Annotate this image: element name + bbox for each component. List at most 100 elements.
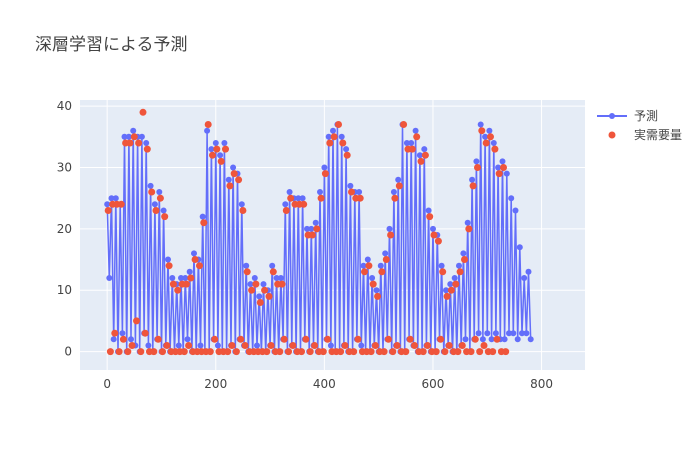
prediction-point [119,330,126,337]
actual-point [232,348,240,356]
actual-point [308,231,316,239]
actual-point [317,194,325,202]
prediction-point [464,219,471,226]
actual-point [104,207,112,214]
actual-point [163,342,171,349]
legend-item-prediction[interactable]: 予測 [597,109,658,123]
prediction-point [451,275,458,281]
prediction-point [286,189,293,195]
prediction-point [438,262,445,269]
prediction-point [147,182,154,189]
prediction-point [519,330,525,337]
actual-point [119,335,127,343]
prediction-point [390,189,397,195]
actual-point [235,176,243,184]
actual-point [343,151,351,159]
actual-point [180,348,188,356]
actual-point [330,133,338,141]
actual-point [156,194,164,202]
prediction-point [506,330,512,337]
y-tick-label: 0 [64,345,72,359]
actual-point [411,342,418,349]
actual-point [211,335,219,343]
prediction-point [403,140,410,146]
prediction-point [416,152,423,159]
actual-point [278,280,286,288]
y-tick-label: 20 [57,222,72,236]
actual-point [337,348,345,356]
legend[interactable]: 予測 実需要量 [597,109,682,142]
prediction-point [525,268,532,275]
prediction-point [382,250,389,257]
actual-point [384,335,392,343]
actual-point [228,342,236,349]
actual-point [117,200,125,208]
legend-label-actual: 実需要量 [634,127,682,142]
prediction-point [479,336,486,343]
actual-point [380,348,388,356]
actual-point [389,348,397,356]
prediction-line [106,123,532,353]
actual-point [365,262,373,270]
actual-point [326,139,334,147]
actual-point [406,335,414,343]
actual-point [289,342,297,349]
prediction-point [521,275,528,281]
prediction-point [130,127,137,134]
actual-point [169,280,177,288]
prediction-point [282,201,289,208]
actual-point [447,286,455,294]
actual-point [137,348,145,356]
actual-point [432,348,440,356]
actual-point [371,342,379,349]
y-tick-label: 40 [57,99,72,113]
prediction-point [110,336,117,343]
actual-point [261,286,269,294]
prediction-point [514,336,521,343]
actual-point [298,348,305,356]
actual-point [152,207,160,214]
prediction-point [104,201,111,208]
legend-item-actual[interactable]: 実需要量 [608,127,683,142]
prediction-point [156,189,163,195]
series-actual [104,108,510,356]
actual-point [361,268,368,276]
prediction-point [186,268,193,275]
prediction-point [430,225,436,232]
actual-point [441,348,449,356]
prediction-point [408,140,415,146]
actual-point [480,342,488,349]
actual-point [437,335,445,343]
actual-point [319,348,327,356]
actual-point [161,213,169,221]
actual-point [141,329,149,337]
prediction-point [317,189,323,195]
prediction-point [299,195,306,202]
prediction-point [347,182,354,189]
actual-point [285,348,292,356]
prediction-point [412,127,419,134]
prediction-point [425,207,432,214]
prediction-point [516,244,523,251]
prediction-point [484,330,491,337]
prediction-point [247,281,254,288]
prediction-point [510,330,517,337]
actual-point [493,335,501,343]
actual-point [139,108,147,116]
actual-point [476,348,484,356]
actual-point [280,335,288,343]
x-tick-label: 600 [422,377,445,391]
prediction-point [212,140,219,146]
actual-point [413,133,421,141]
actual-point [302,335,310,343]
actual-point [267,342,275,349]
actual-point [209,151,216,159]
actual-point [241,342,249,349]
prediction-point [269,262,276,269]
actual-point [369,280,377,288]
actual-point [213,145,221,153]
prediction-point [343,146,350,153]
prediction-point [230,164,237,171]
actual-point [300,200,308,208]
